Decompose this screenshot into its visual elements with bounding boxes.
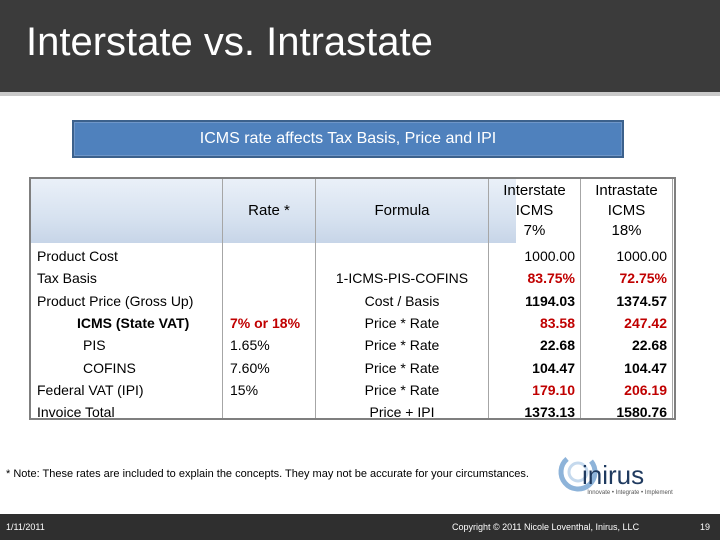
header-intrastate: Intrastate ICMS 18% [581,181,672,241]
row-label: Tax Basis [37,270,97,287]
row-label: Invoice Total [37,404,115,421]
header-line: ICMS [515,202,554,219]
title-bar: Interstate vs. Intrastate [0,0,720,96]
row-label: Product Cost [37,248,118,264]
row-interstate-value: 1000.00 [524,248,575,264]
svg-text:Innovate • Integrate • Impleme: Innovate • Integrate • Implement [587,490,673,496]
row-interstate-value: 83.58 [539,314,575,331]
row-formula: Price * Rate [364,314,440,331]
header-line: 7% [523,222,546,239]
footer-date: 1/11/2011 [6,522,45,532]
row-rate: 7.60% [230,359,270,376]
slide-title: Interstate vs. Intrastate [26,20,433,64]
row-formula: Price * Rate [364,359,440,376]
divider [488,179,489,418]
row-rate: 7% or 18% [230,314,301,331]
header-formula: Formula [374,202,430,219]
row-interstate-value: 22.68 [539,337,575,354]
footer-copyright: Copyright © 2011 Nicole Loventhal, Iniru… [452,522,640,532]
row-label: PIS [83,337,106,354]
header-band [31,179,516,243]
divider [672,179,673,418]
tax-table: Rate * Formula Interstate ICMS 7% Intras… [29,177,676,420]
row-label: COFINS [83,359,136,376]
row-label: Federal VAT (IPI) [37,381,144,398]
footnote: * Note: These rates are included to expl… [6,468,529,480]
row-interstate-value: 179.10 [532,381,575,398]
header-line: ICMS [607,202,646,219]
row-intrastate-value: 247.42 [624,314,667,331]
divider [580,179,581,418]
row-interstate-value: 1373.13 [524,404,575,421]
row-interstate-value: 104.47 [532,359,575,376]
row-label: Product Price (Gross Up) [37,292,194,309]
row-intrastate-value: 1374.57 [616,292,667,309]
row-rate: 1.65% [230,337,270,354]
row-intrastate-value: 22.68 [631,337,667,354]
row-formula: 1-ICMS-PIS-COFINS [335,270,469,287]
row-intrastate-value: 1580.76 [616,404,667,421]
logo-graphic: inirus Innovate • Integrate • Implement [558,452,673,496]
footer: 1/11/2011 Copyright © 2011 Nicole Lovent… [0,514,720,540]
row-formula: Price * Rate [364,381,440,398]
row-intrastate-value: 1000.00 [616,248,667,264]
inirus-logo: inirus Innovate • Integrate • Implement [548,450,713,498]
svg-text:inirus: inirus [582,460,644,490]
banner: ICMS rate affects Tax Basis, Price and I… [72,120,624,158]
row-interstate-value: 1194.03 [525,292,575,309]
header-line: Interstate [503,182,566,199]
row-label: ICMS (State VAT) [77,314,190,331]
header-interstate: Interstate ICMS 7% [489,181,580,241]
row-formula: Cost / Basis [364,292,440,309]
row-intrastate-value: 72.75% [619,270,667,287]
page-number: 19 [700,522,711,532]
header-line: 18% [611,222,642,239]
row-formula: Price + IPI [369,404,435,421]
row-formula: Price * Rate [364,337,440,354]
row-rate: 15% [230,381,259,398]
row-intrastate-value: 206.19 [624,381,667,398]
header-rate: Rate * [248,202,290,219]
divider [222,179,223,418]
row-interstate-value: 83.75% [527,270,575,287]
divider [315,179,316,418]
row-intrastate-value: 104.47 [624,359,667,376]
header-line: Intrastate [595,182,658,199]
